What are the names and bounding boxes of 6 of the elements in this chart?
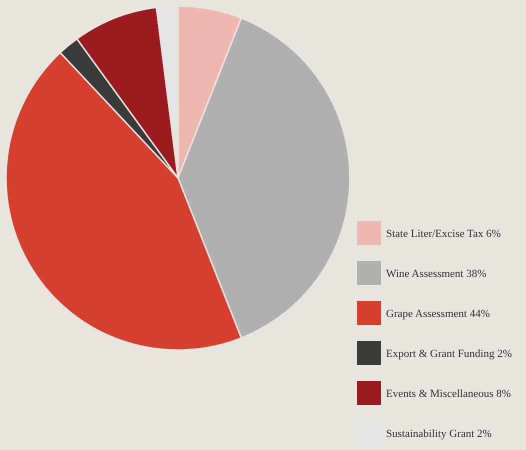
legend-label: State Liter/Excise Tax 6% (386, 228, 501, 240)
legend-label: Wine Assessment 38% (386, 268, 486, 280)
legend-label: Grape Assessment 44% (386, 308, 490, 320)
legend-label: Export & Grant Funding 2% (386, 348, 512, 360)
legend-label: Sustainability Grant 2% (386, 428, 492, 440)
legend-label: Events & Miscellaneous 8% (386, 388, 511, 400)
